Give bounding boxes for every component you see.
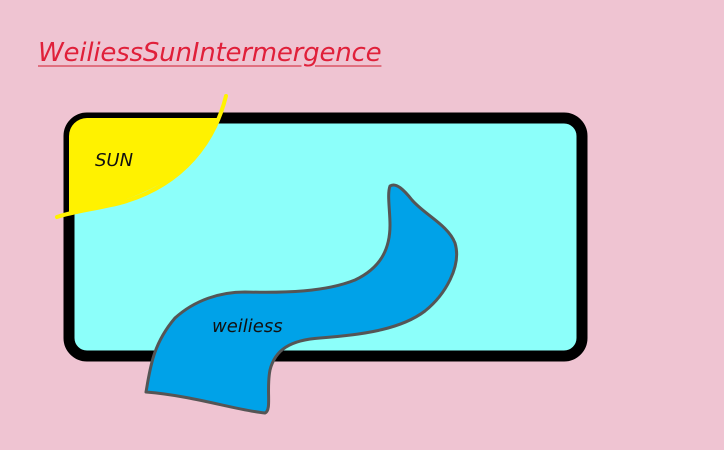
weiliess-shape [144, 183, 458, 415]
weiliess-label: weiliess [212, 316, 283, 337]
cyan-box [63, 112, 588, 362]
page-title: WeiliessSunIntermergence [38, 38, 382, 68]
sun-label: SUN [95, 150, 134, 171]
sun-shape [69, 118, 222, 220]
sun-edge-line [55, 94, 228, 219]
